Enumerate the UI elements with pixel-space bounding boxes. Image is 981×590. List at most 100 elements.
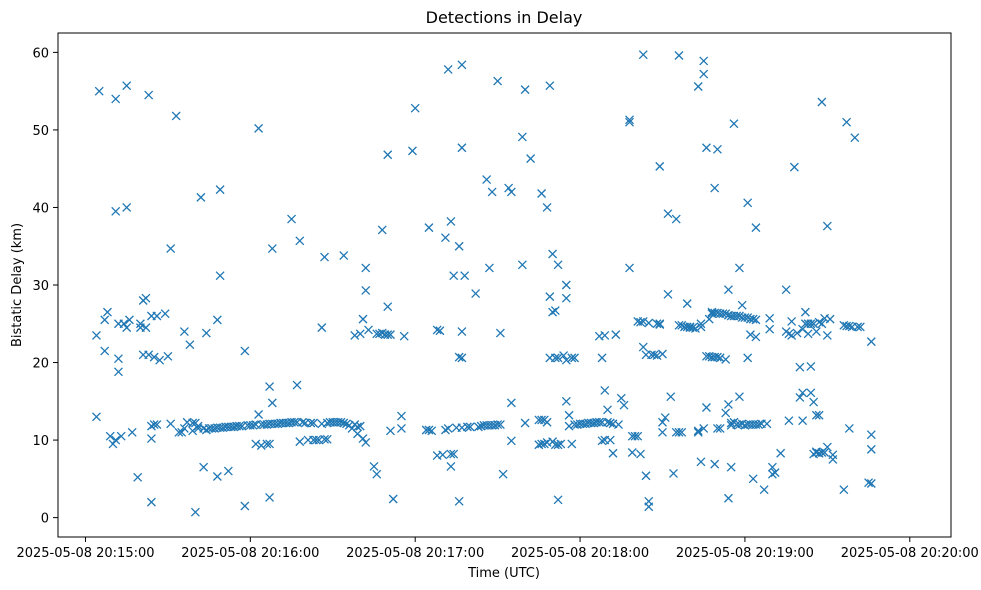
data-point (842, 117, 852, 127)
data-point (765, 324, 775, 334)
data-point (111, 206, 121, 216)
data-point (177, 427, 187, 437)
data-point (723, 399, 733, 409)
data-point (440, 425, 450, 435)
data-point (254, 410, 264, 419)
data-point (616, 393, 626, 403)
y-tick-label: 10 (32, 434, 49, 449)
data-point (811, 327, 821, 336)
data-point (265, 439, 275, 449)
data-point (520, 418, 530, 428)
data-point (361, 285, 371, 295)
data-point (655, 161, 665, 171)
data-point (355, 329, 365, 339)
data-point (196, 192, 206, 202)
data-point (498, 469, 508, 479)
data-point (383, 150, 393, 160)
data-point (287, 214, 297, 224)
data-point (116, 431, 126, 441)
data-point (732, 311, 742, 321)
data-point (627, 448, 637, 457)
data-point (504, 183, 514, 193)
data-point (614, 420, 623, 430)
data-point (553, 353, 563, 363)
data-point (748, 474, 758, 484)
data-point (699, 423, 709, 433)
data-point (844, 321, 854, 331)
data-point (144, 350, 154, 360)
data-point (644, 318, 654, 328)
data-point (542, 417, 552, 427)
data-point (864, 478, 874, 488)
data-point (853, 322, 863, 332)
data-point (600, 385, 610, 395)
data-point (100, 346, 110, 356)
data-point (605, 435, 615, 445)
data-point (855, 322, 865, 332)
data-point (432, 325, 442, 335)
data-point (677, 320, 687, 330)
data-point (866, 337, 876, 347)
data-point (386, 330, 395, 340)
data-point (149, 420, 159, 430)
data-point (674, 427, 684, 437)
data-point (201, 328, 211, 338)
axis-ticks: 2025-05-08 20:15:00 2025-05-08 20:16:00 20… (16, 46, 978, 561)
data-point (383, 302, 393, 312)
data-point (361, 263, 371, 273)
data-point (674, 320, 684, 330)
data-point (806, 319, 816, 329)
data-point (608, 448, 618, 458)
data-point (449, 271, 459, 281)
data-point (397, 423, 406, 433)
data-point (550, 306, 560, 316)
data-point (754, 420, 764, 430)
data-point (171, 111, 181, 121)
data-point (539, 439, 549, 449)
data-point (751, 315, 761, 325)
data-point (322, 434, 332, 444)
x-tick-label: 2025-05-08 20:15:00 (16, 546, 154, 561)
data-point (743, 313, 753, 323)
data-point (462, 422, 472, 432)
data-point (800, 307, 810, 317)
data-point (149, 352, 159, 362)
data-point (762, 419, 772, 429)
data-point (122, 203, 132, 212)
x-tick-label: 2025-05-08 20:16:00 (181, 546, 319, 561)
data-point (641, 471, 651, 481)
data-point (454, 496, 464, 506)
data-point (844, 423, 854, 433)
plot-frame (57, 32, 952, 538)
data-point (811, 410, 821, 420)
data-point (594, 417, 604, 427)
data-point (721, 354, 731, 364)
data-point (100, 315, 110, 325)
data-point (715, 423, 725, 433)
data-point (809, 397, 819, 407)
data-point (240, 501, 250, 511)
data-point (795, 362, 805, 372)
data-point (723, 493, 733, 503)
data-point (355, 421, 365, 431)
data-point (256, 441, 266, 450)
data-point (666, 392, 676, 402)
data-point (652, 319, 662, 329)
data-point (223, 466, 233, 476)
data-point (364, 325, 373, 335)
data-point (542, 203, 552, 212)
data-point (767, 462, 777, 472)
data-point (567, 353, 577, 363)
data-point (866, 479, 876, 488)
data-point (658, 427, 667, 437)
data-point (386, 426, 395, 436)
data-point (306, 418, 316, 428)
data-point (611, 330, 621, 340)
data-point (506, 187, 516, 197)
data-point (193, 421, 203, 431)
data-point (506, 436, 516, 446)
data-point (850, 133, 860, 143)
data-point (435, 326, 445, 336)
data-point (457, 327, 467, 336)
data-point (179, 423, 189, 433)
